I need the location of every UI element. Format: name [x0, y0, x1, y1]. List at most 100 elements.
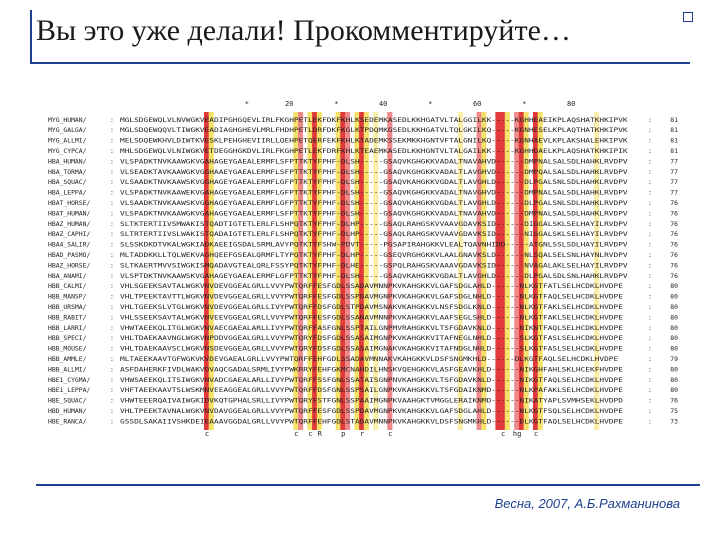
conservation-highlights: [204, 112, 600, 430]
sequence-residues: VHLSSEEKSAVTALWGKVNVEEVGGEALGRLLVVYPWTQR…: [120, 313, 623, 321]
sequence-end-position: 79: [670, 355, 678, 363]
separator: :: [110, 376, 114, 384]
separator: :: [648, 147, 652, 155]
sequence-end-position: 76: [670, 230, 678, 238]
conservation-mark: c: [205, 430, 209, 438]
sequence-residues: VHWSAEEKQLITSIWGKVNVADCGAEALARLLIVYPWTQR…: [120, 376, 623, 384]
sequence-residues: VLSPTDKTNVKAAWSKVGAHAGEYGAEALERMFLGFPTTK…: [120, 272, 628, 280]
alignment-row: HBAT_HUMAN/: VLSPADKTNVKAAWGKVGAHAGEYGAEA…: [48, 209, 678, 217]
separator: :: [648, 397, 652, 405]
sequence-name: HBA4_SALIR/: [48, 241, 90, 249]
separator: :: [110, 261, 114, 269]
separator: :: [648, 386, 652, 394]
separator: :: [648, 220, 652, 228]
alignment-row: MYG_ALLMI/: MELSDQEWKHVLDIWTKVESKLPEHGHEV…: [48, 137, 678, 145]
alignment-row: HBB_AMMLE/: MLTAEEKAAVTGFWGKVKVDEVGAEALGR…: [48, 355, 678, 363]
separator: :: [110, 293, 114, 301]
highlight-column-37: [293, 112, 299, 430]
corner-square: [683, 12, 693, 22]
alignment-row: HBD_HUMAN/: VHLTPEEKTAVNALWGKVNVDAVGGEALG…: [48, 407, 678, 415]
highlight-column-40: [307, 112, 313, 430]
sequence-residues: SLTKTERTIIVSMWAKISTQADTIGTETLERLFLSHPQTK…: [120, 220, 628, 228]
sequence-residues: MELSDQEWKHVLDIWTKVESKLPEHGHEVIIRLLQEHPET…: [120, 137, 628, 145]
sequence-residues: VLSEADKTAVKAAWGKVGGHAAEYGAEALERMFLSFPTTK…: [120, 168, 628, 176]
sequence-residues: VHLTDAEKAAVSCLWGKVNSDEVGGEALGRLLVVYPWTQR…: [120, 345, 623, 353]
separator: :: [110, 189, 114, 197]
conservation-mark: R: [318, 430, 323, 438]
sequence-residues: SLTRTERTIIVSLWAKISTQADAIGTETLERLFLSHPQTK…: [120, 230, 628, 238]
separator: :: [110, 241, 114, 249]
conservation-mark: c: [501, 430, 505, 438]
sequence-name: HBA_TORMA/: [48, 168, 87, 176]
sequence-name: HBB_SPECI/: [48, 334, 87, 342]
separator: :: [110, 324, 114, 332]
conservation-mark: hg: [513, 430, 521, 438]
sequence-end-position: 80: [670, 376, 678, 384]
alignment-row: MYG_CYPCA/: MHLSDGEWQLVLNIWGKVETDEGGHGKDV…: [48, 147, 678, 155]
alignment-row: HBA_ANAMI/: VLSPTDKTNVKAAWSKVGAHAGEYGAEAL…: [48, 272, 678, 280]
alignment-row: HBA_LEPPA/: VLSPADKTNVKAAWEKVGAHAGEYGAEAL…: [48, 189, 678, 197]
separator: :: [648, 345, 652, 353]
conservation-mark: p: [341, 430, 345, 438]
sequence-end-position: 80: [670, 282, 678, 290]
sequence-name: HBB_LARRI/: [48, 324, 87, 332]
separator: :: [110, 386, 114, 394]
separator: :: [648, 116, 652, 124]
alignment-row: HBB_MOUSE/: VHLTDAEKAAVSCLWGKVNSDEVGGEALG…: [48, 345, 678, 353]
sequence-name: HBB_MANSP/: [48, 293, 87, 301]
separator: :: [648, 168, 652, 176]
sequence-name: HBB_AMMLE/: [48, 355, 87, 363]
highlight-column-101: [594, 112, 600, 430]
alignment-row: HBAZ_CAPHI/: SLTRTERTIIVSLWAKISTQADAIGTET…: [48, 230, 678, 238]
separator: :: [648, 137, 652, 145]
sequence-residues: VHLTPEEKTAVTTLWGKVNVDEVGGEALGRLLVVYPWTQR…: [120, 293, 623, 301]
separator: :: [110, 303, 114, 311]
sequence-residues: MGLSDQEWQQVLTIWGKVEADIAGHGHEVLMRLFHDHPET…: [120, 126, 628, 134]
sequence-name: MYG_ALLMI/: [48, 137, 87, 145]
sequence-end-position: 76: [670, 241, 678, 249]
sequence-name: HBB_URSMA/: [48, 303, 87, 311]
ruler-mark: *: [334, 100, 338, 108]
separator: :: [110, 178, 114, 186]
alignment-row: HBB_URSMA/: VHLTGEEKSLVTGLWGKVNVDEVGGEALG…: [48, 303, 678, 311]
sequence-end-position: 76: [670, 261, 678, 269]
sequence-residues: VHWTAEEKQLITGLWGKVNVAECGAEALARLLIVYPWTQR…: [120, 324, 623, 332]
alignment-row: HBAZ_HUMAN/: SLTKTERTIIVSMWAKISTQADTIGTET…: [48, 220, 678, 228]
separator: :: [110, 116, 114, 124]
sequence-end-position: 77: [670, 178, 678, 186]
alignment-row: HBB_ALLMI/: ASFDAHERKFIVDLWAKVDVAQCGADALS…: [48, 365, 678, 373]
sequence-end-position: 77: [670, 189, 678, 197]
sequence-name: HBAZ_HORSE/: [48, 261, 90, 269]
separator: :: [110, 355, 114, 363]
highlight-column-48: [345, 112, 351, 430]
separator: :: [110, 199, 114, 207]
separator: :: [648, 303, 652, 311]
separator: :: [648, 241, 652, 249]
sequence-residues: MLTADDKKLLTQLWEKVAGHQEEFGSEALQRMFLTYPQTK…: [120, 251, 628, 259]
separator: :: [648, 178, 652, 186]
alignment-row: MYG_HUMAN/: MGLSDGEWQLVLNVWGKVEADIPGHGQEV…: [48, 116, 678, 124]
conservation-mark: c: [294, 430, 298, 438]
sequence-end-position: 76: [670, 220, 678, 228]
separator: :: [648, 313, 652, 321]
sequence-end-position: 76: [670, 272, 678, 280]
sequence-name: HBE1_LEPPA/: [48, 386, 90, 394]
sequence-name: HBA_ANAMI/: [48, 272, 87, 280]
sequence-end-position: 81: [670, 137, 678, 145]
sequence-name: HBE1_CYGMA/: [48, 376, 90, 384]
highlight-column-52: [363, 112, 369, 430]
sequence-end-position: 73: [670, 417, 678, 425]
separator: :: [110, 220, 114, 228]
sequence-name: HBD_HUMAN/: [48, 407, 87, 415]
alignment-row: HBB_LARRI/: VHWTAEEKQLITGLWGKVNVAECGAEALA…: [48, 324, 678, 332]
separator: :: [110, 417, 114, 425]
sequence-residues: MLTAEEKAAVTGFWGKVKVDEVGAEALGRLLVVYPWTQRF…: [120, 355, 618, 363]
footer-line: [36, 484, 700, 486]
sequence-name: HBB_MOUSE/: [48, 345, 87, 353]
separator: :: [648, 293, 652, 301]
conservation-mark: r: [360, 430, 364, 438]
highlight-column-41: [312, 112, 318, 430]
ruler-mark: 80: [567, 100, 575, 108]
sequence-end-position: 80: [670, 303, 678, 311]
highlight-column-82: [504, 112, 510, 430]
